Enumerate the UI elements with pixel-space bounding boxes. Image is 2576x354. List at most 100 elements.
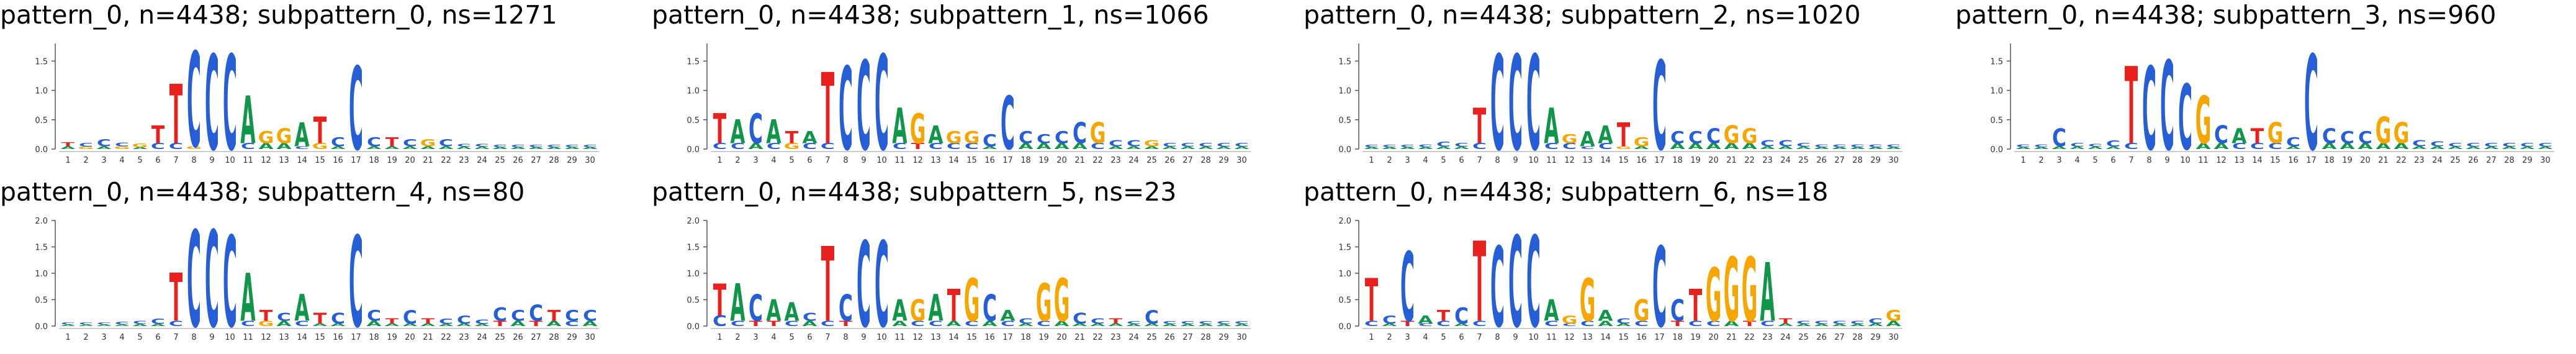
logo-letter-A: A: [1868, 147, 1883, 150]
x-tick-label: 23: [459, 333, 469, 342]
logo-letter-A: A: [928, 288, 943, 330]
logo-letter-C: C: [223, 29, 237, 180]
x-tick-label: 28: [1200, 333, 1211, 342]
x-tick-label: 22: [1092, 333, 1103, 342]
logo-letter-C: C: [1127, 138, 1141, 148]
logo-letter-A: A: [96, 324, 112, 327]
logo-letter-A: A: [240, 260, 255, 337]
logo-letter-C: C: [2520, 142, 2534, 148]
logo-letter-A: A: [1198, 146, 1214, 150]
logo-letter-A: A: [1796, 146, 1811, 150]
logo-letter-T: T: [529, 319, 543, 328]
logo-letter-A: A: [2087, 146, 2103, 150]
logo-letter-T: T: [1401, 319, 1414, 328]
x-tick-label: 29: [1218, 156, 1229, 165]
y-tick-label: 0.5: [1990, 116, 2003, 125]
logo-letter-A: A: [2376, 142, 2391, 151]
x-tick-label: 11: [1546, 156, 1557, 165]
x-tick-label: 24: [477, 156, 487, 165]
x-tick-label: 16: [984, 333, 995, 342]
logo-letter-C: C: [1544, 142, 1559, 151]
logo-letter-A: A: [1436, 146, 1451, 150]
x-tick-label: 11: [243, 333, 253, 342]
y-tick-label: 1.0: [687, 270, 700, 279]
x-tick-label: 7: [2128, 156, 2133, 165]
x-tick-label: 10: [225, 156, 235, 165]
logo-letter-C: C: [457, 143, 471, 148]
logo-letter-T: T: [169, 69, 182, 163]
logo-letter-G: G: [1054, 266, 1070, 335]
logo-letter-C: C: [1037, 132, 1051, 147]
logo-letter-C: C: [529, 144, 543, 148]
logo-letter-C: C: [2070, 142, 2084, 148]
logo-letter-C: C: [331, 135, 345, 150]
logo-letter-C: C: [713, 312, 727, 330]
x-tick-label: 26: [513, 156, 523, 165]
logo-letter-A: A: [1054, 319, 1070, 328]
x-tick-label: 15: [315, 156, 325, 165]
logo-letter-A: A: [438, 324, 454, 327]
logo-letter-C: C: [2106, 139, 2120, 148]
logo-letter-T: T: [421, 317, 435, 325]
logo-letter-C: C: [2340, 128, 2354, 147]
logo-letter-A: A: [114, 324, 130, 327]
logo-letter-C: C: [115, 142, 129, 147]
logo-letter-T: T: [259, 307, 272, 324]
logo-letter-A: A: [1886, 319, 1901, 328]
logo-letter-C: C: [1181, 320, 1195, 325]
logo-letter-A: A: [276, 142, 292, 151]
x-tick-label: 9: [209, 156, 214, 165]
x-tick-label: 25: [495, 333, 505, 342]
x-tick-label: 21: [423, 333, 433, 342]
logo-letter-C: C: [731, 319, 745, 328]
logo-letter-A: A: [766, 294, 781, 328]
y-tick-label: 0.0: [1338, 145, 1351, 155]
logo-letter-C: C: [1217, 320, 1231, 325]
logo-letter-A: A: [474, 324, 490, 327]
logo-letter-A: A: [1598, 307, 1613, 324]
logo-letter-C: C: [205, 204, 219, 354]
logo-letter-C: C: [349, 44, 363, 176]
x-tick-label: 8: [191, 156, 196, 165]
x-tick-label: 19: [387, 333, 397, 342]
x-tick-label: 9: [861, 156, 866, 165]
logo-letter-A: A: [1162, 146, 1178, 150]
logo-letter-C: C: [839, 288, 853, 330]
logo-letter-A: A: [1832, 147, 1847, 150]
x-tick-label: 16: [333, 333, 343, 342]
logo-letter-A: A: [258, 142, 274, 151]
logo-letter-A: A: [1706, 142, 1721, 151]
logo-letter-C: C: [2466, 142, 2480, 148]
logo-letter-C: C: [1526, 211, 1541, 354]
y-tick-label: 0.0: [1338, 322, 1351, 332]
logo-letter-A: A: [294, 288, 309, 330]
logo-letter-C: C: [2232, 142, 2246, 151]
panel-title: pattern_0, n=4438; subpattern_1, ns=1066: [652, 0, 1209, 30]
logo-letter-A: A: [420, 145, 436, 150]
logo-letter-A: A: [982, 145, 998, 150]
x-tick-label: 26: [1816, 156, 1827, 165]
x-tick-label: 6: [807, 156, 812, 165]
logo-letter-C: C: [983, 131, 997, 150]
logo-letter-G: G: [946, 128, 962, 147]
x-tick-label: 24: [1780, 333, 1791, 342]
logo-letter-A: A: [2231, 124, 2246, 148]
logo-letter-A: A: [1180, 324, 1196, 327]
x-tick-label: 12: [261, 333, 271, 342]
x-tick-label: 6: [1459, 156, 1464, 165]
x-tick-label: 15: [315, 333, 325, 342]
sequence-logo-chart: 0.00.51.01.52.01 2 3 4 5 6 7 8 9 10 11 12 13 14 15 16 17…: [687, 217, 1251, 354]
x-tick-label: 18: [1020, 333, 1031, 342]
logo-letter-C: C: [547, 144, 561, 148]
x-tick-label: 13: [1582, 333, 1593, 342]
logo-letter-C: C: [1073, 118, 1087, 151]
logo-letter-T: T: [839, 319, 852, 328]
logo-letter-T: T: [385, 317, 399, 325]
x-tick-label: 26: [2468, 156, 2479, 165]
y-tick-label: 1.0: [1338, 270, 1351, 279]
x-tick-label: 14: [297, 156, 307, 165]
x-tick-label: 29: [1870, 156, 1881, 165]
logo-letter-A: A: [1598, 319, 1613, 328]
x-tick-label: 24: [1128, 156, 1139, 165]
logo-letter-C: C: [767, 142, 781, 151]
